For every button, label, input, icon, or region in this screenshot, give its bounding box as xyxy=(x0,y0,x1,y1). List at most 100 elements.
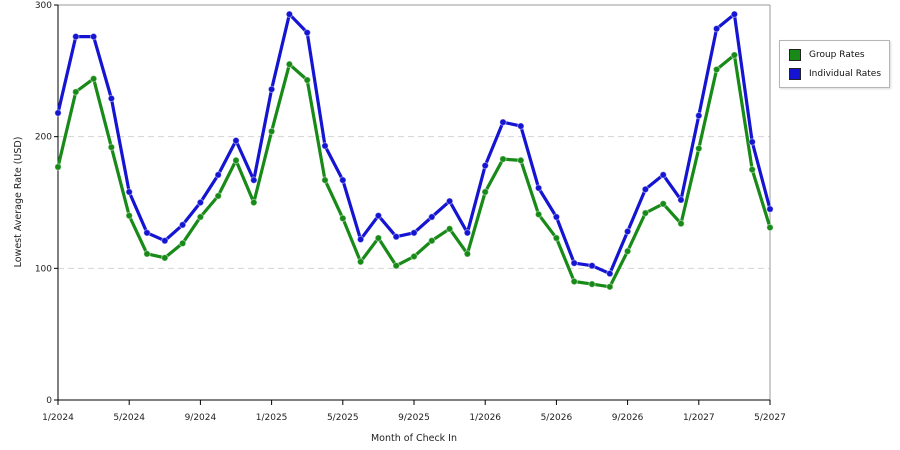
data-point-group-rates-2025-01 xyxy=(267,127,276,136)
data-point-individual-rates-2025-06 xyxy=(356,235,365,244)
data-point-individual-rates-2025-07 xyxy=(374,211,383,220)
x-tick-label-2: 9/2024 xyxy=(185,413,217,423)
x-tick-label-4: 5/2025 xyxy=(327,413,359,423)
data-point-individual-rates-2027-02 xyxy=(712,25,721,33)
data-point-individual-rates-2025-05 xyxy=(339,176,347,184)
data-point-individual-rates-2024-09 xyxy=(196,198,205,207)
data-point-group-rates-2025-04 xyxy=(321,176,329,184)
data-point-individual-rates-2025-04 xyxy=(321,142,329,150)
data-point-individual-rates-2025-02 xyxy=(285,10,294,18)
data-point-individual-rates-2026-07 xyxy=(588,262,596,270)
data-point-group-rates-2026-07 xyxy=(588,280,596,288)
data-point-group-rates-2024-08 xyxy=(178,239,187,248)
data-point-individual-rates-2025-12 xyxy=(463,229,472,237)
data-point-individual-rates-2027-05 xyxy=(766,205,774,213)
data-point-individual-rates-2027-03 xyxy=(730,10,739,18)
data-point-group-rates-2027-02 xyxy=(712,65,721,74)
y-tick-label-1: 100 xyxy=(35,264,52,274)
axes xyxy=(54,4,771,405)
data-point-group-rates-2026-08 xyxy=(606,283,614,291)
data-point-group-rates-2025-05 xyxy=(339,214,347,223)
data-point-individual-rates-2024-04 xyxy=(107,94,116,103)
data-point-group-rates-2027-05 xyxy=(766,223,774,232)
legend-item-individual-rates: Individual Rates xyxy=(789,68,881,80)
data-point-group-rates-2024-05 xyxy=(125,211,133,220)
legend-swatch-individual-rates xyxy=(789,68,801,80)
x-tick-label-3: 1/2025 xyxy=(256,413,288,423)
data-point-group-rates-2024-02 xyxy=(72,88,80,96)
series-group xyxy=(54,10,774,291)
data-point-group-rates-2025-09 xyxy=(410,252,418,261)
x-tick-label-9: 1/2027 xyxy=(683,413,715,423)
series-group-rates xyxy=(54,51,774,291)
data-point-group-rates-2025-07 xyxy=(374,234,383,242)
x-axis-title: Month of Check In xyxy=(371,433,457,444)
y-tick-label-2: 200 xyxy=(35,133,52,143)
data-point-group-rates-2025-08 xyxy=(392,262,400,270)
data-point-individual-rates-2024-02 xyxy=(72,32,80,41)
data-point-group-rates-2027-03 xyxy=(730,51,739,59)
data-point-group-rates-2024-03 xyxy=(89,75,98,83)
legend-label-individual-rates: Individual Rates xyxy=(809,69,882,79)
y-axis-title: Lowest Average Rate (USD) xyxy=(13,137,24,268)
legend-swatch-group-rates xyxy=(789,49,801,61)
data-point-group-rates-2024-09 xyxy=(196,213,205,221)
data-point-individual-rates-2026-09 xyxy=(623,227,632,236)
data-point-group-rates-2024-07 xyxy=(161,254,169,262)
data-point-individual-rates-2024-10 xyxy=(214,171,222,179)
data-point-group-rates-2024-01 xyxy=(54,163,62,171)
data-point-group-rates-2024-04 xyxy=(107,143,116,151)
x-tick-label-0: 1/2024 xyxy=(42,413,74,423)
data-point-individual-rates-2024-06 xyxy=(143,229,151,237)
data-point-individual-rates-2026-05 xyxy=(552,213,561,221)
data-point-individual-rates-2026-12 xyxy=(677,196,685,204)
data-point-individual-rates-2026-02 xyxy=(499,118,507,126)
data-point-group-rates-2026-02 xyxy=(499,155,507,163)
data-point-individual-rates-2026-11 xyxy=(659,171,667,179)
data-point-group-rates-2025-11 xyxy=(445,225,454,233)
data-point-individual-rates-2026-06 xyxy=(570,259,578,267)
data-point-individual-rates-2024-03 xyxy=(89,32,98,41)
data-point-group-rates-2026-05 xyxy=(552,234,561,242)
data-point-group-rates-2027-04 xyxy=(748,165,756,174)
data-point-group-rates-2026-06 xyxy=(570,277,578,286)
data-point-group-rates-2026-04 xyxy=(534,210,543,219)
data-point-individual-rates-2024-11 xyxy=(232,136,240,145)
data-point-group-rates-2025-03 xyxy=(303,76,311,84)
data-point-group-rates-2024-06 xyxy=(143,250,151,258)
x-tick-label-10: 5/2027 xyxy=(754,413,786,423)
series-line-group-rates xyxy=(56,53,772,289)
tick-labels: 0 100 200 300 1/2024 5/2024 9/2024 1/2025 5/2025… xyxy=(35,1,786,423)
data-point-group-rates-2026-09 xyxy=(623,247,632,255)
x-tick-label-5: 9/2025 xyxy=(398,413,430,423)
data-point-group-rates-2024-12 xyxy=(250,198,258,207)
data-point-group-rates-2025-06 xyxy=(356,258,365,266)
data-point-group-rates-2025-12 xyxy=(463,250,472,258)
data-point-individual-rates-2026-03 xyxy=(517,122,525,130)
data-point-individual-rates-2026-10 xyxy=(641,185,650,194)
data-point-individual-rates-2024-05 xyxy=(125,188,133,196)
data-point-individual-rates-2026-04 xyxy=(534,184,543,192)
data-point-group-rates-2026-01 xyxy=(481,188,489,196)
data-point-group-rates-2026-11 xyxy=(659,200,667,208)
legend-item-group-rates: Group Rates xyxy=(789,49,865,61)
data-point-individual-rates-2025-03 xyxy=(303,28,311,37)
y-tick-label-0: 0 xyxy=(46,396,52,406)
y-tick-label-3: 300 xyxy=(35,1,52,11)
data-point-group-rates-2027-01 xyxy=(695,144,703,153)
data-point-group-rates-2026-12 xyxy=(677,219,685,228)
legend: Group Rates Individual Rates xyxy=(779,40,890,88)
data-point-individual-rates-2024-07 xyxy=(161,236,169,245)
data-point-group-rates-2025-02 xyxy=(285,60,294,68)
data-point-individual-rates-2026-01 xyxy=(481,161,489,170)
data-point-individual-rates-2024-12 xyxy=(250,176,258,184)
legend-label-group-rates: Group Rates xyxy=(809,50,865,60)
data-point-individual-rates-2025-11 xyxy=(445,197,454,205)
data-point-individual-rates-2025-01 xyxy=(267,85,276,93)
series-individual-rates xyxy=(54,10,774,278)
data-point-group-rates-2026-10 xyxy=(641,209,650,217)
data-point-individual-rates-2027-01 xyxy=(695,111,703,120)
data-point-individual-rates-2024-08 xyxy=(178,221,187,229)
data-point-individual-rates-2026-08 xyxy=(606,269,614,278)
